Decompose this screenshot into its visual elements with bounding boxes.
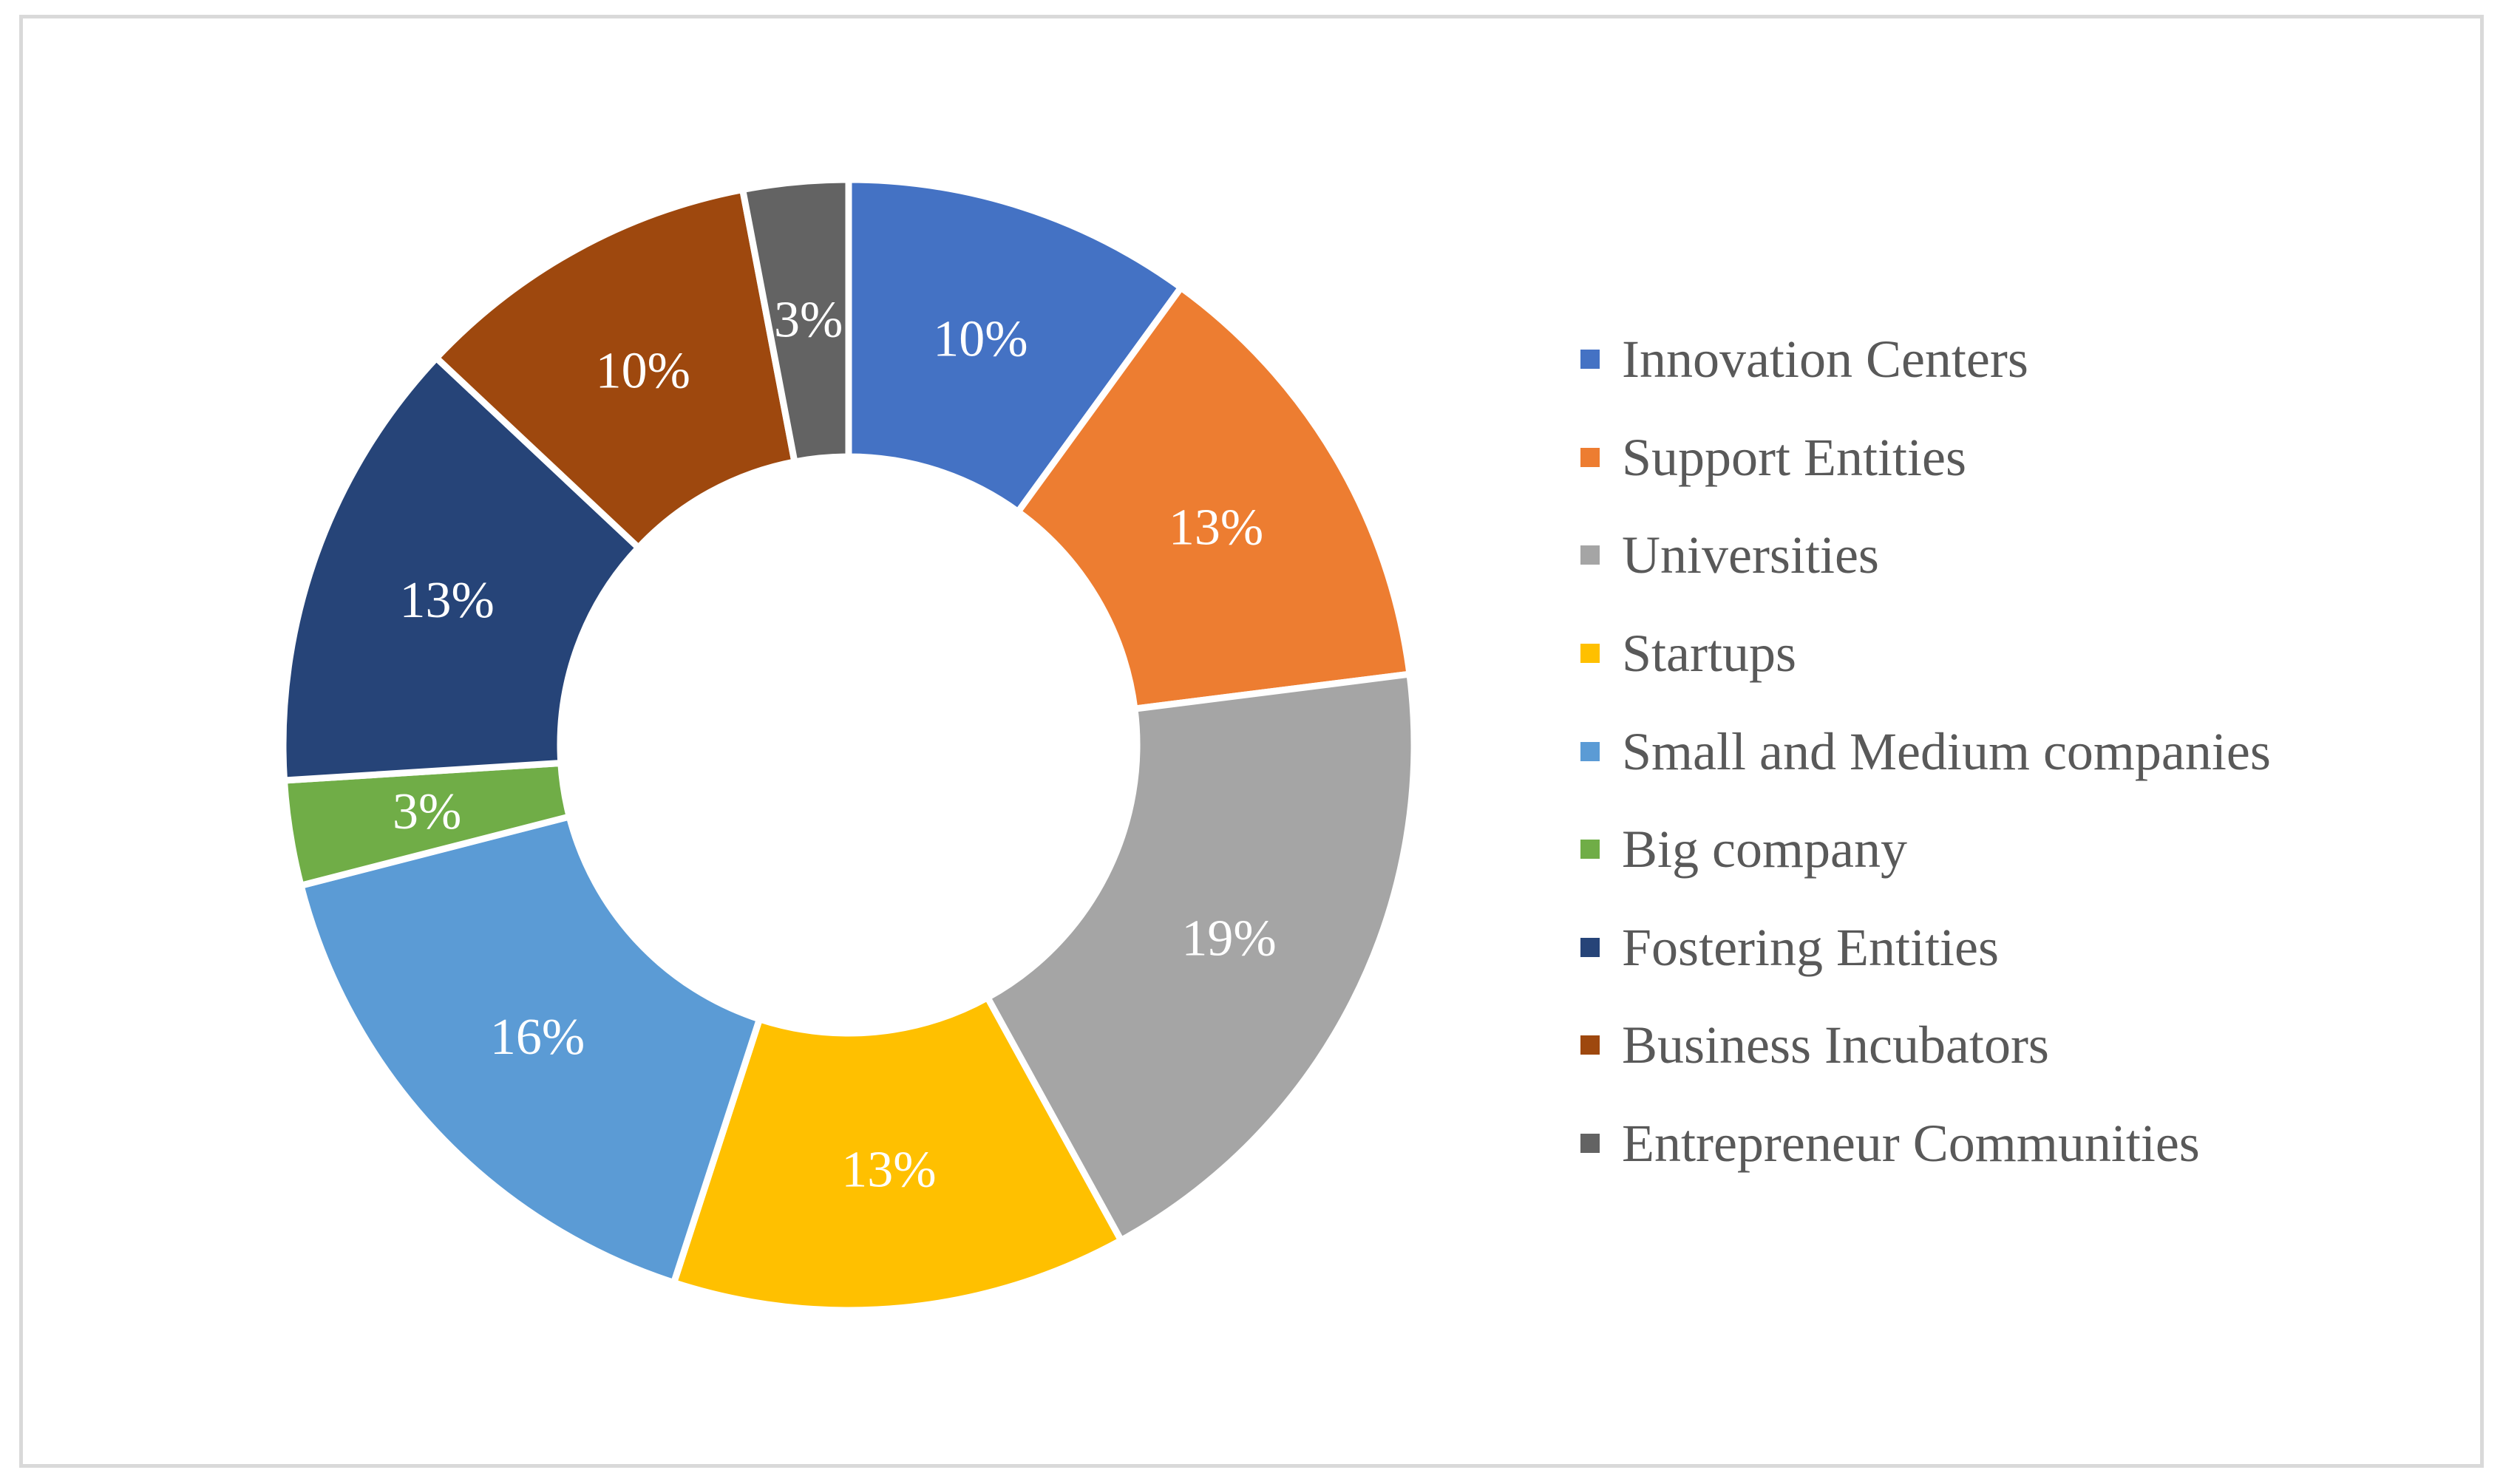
legend-item-business-incubators: Business Incubators <box>1580 996 2468 1095</box>
legend-label: Innovation Centers <box>1622 330 2028 389</box>
data-label-small-and-medium-companies: 16% <box>490 1009 585 1066</box>
data-label-business-incubators: 10% <box>596 342 690 399</box>
slice-support-entities <box>1014 284 1413 712</box>
legend-swatch-icon <box>1580 545 1600 565</box>
data-label-universities: 19% <box>1181 911 1276 967</box>
slice-universities <box>984 670 1418 1244</box>
legend-swatch-icon <box>1580 840 1600 860</box>
data-label-support-entities: 13% <box>1169 500 1263 556</box>
donut-slice-labels: 10% 13% 19% 13% 16% 3% 13% 10% 3% <box>393 292 1277 1199</box>
legend-swatch-icon <box>1580 644 1600 664</box>
legend-swatch-icon <box>1580 741 1600 761</box>
slice-startups <box>670 994 1125 1314</box>
slice-entrepreneur-communities <box>739 176 852 466</box>
data-label-startups: 13% <box>841 1141 936 1198</box>
legend-item-universities: Universities <box>1580 506 2468 605</box>
slice-small-and-medium-companies <box>297 813 763 1287</box>
legend-label: Big company <box>1622 820 1907 879</box>
legend-label: Universities <box>1622 525 1879 585</box>
legend-item-big-company: Big company <box>1580 800 2468 899</box>
data-label-innovation-centers: 10% <box>933 310 1028 367</box>
legend: Innovation Centers Support Entities Univer… <box>1580 310 2468 1192</box>
slice-fostering-entities <box>279 354 642 784</box>
data-label-fostering-entities: 13% <box>399 572 494 629</box>
data-label-entrepreneur-communities: 3% <box>774 292 843 349</box>
slice-business-incubators <box>432 186 798 551</box>
legend-swatch-icon <box>1580 1035 1600 1055</box>
legend-item-support-entities: Support Entities <box>1580 409 2468 507</box>
legend-label: Small and Medium companies <box>1622 721 2271 781</box>
legend-item-small-and-medium-companies: Small and Medium companies <box>1580 702 2468 800</box>
legend-swatch-icon <box>1580 350 1600 370</box>
legend-item-entrepreneur-communities: Entrepreneur Communities <box>1580 1095 2468 1193</box>
legend-item-innovation-centers: Innovation Centers <box>1580 310 2468 409</box>
legend-label: Startups <box>1622 624 1797 684</box>
legend-label: Business Incubators <box>1622 1015 2049 1075</box>
legend-label: Fostering Entities <box>1622 917 1999 977</box>
donut-slices <box>279 176 1418 1314</box>
legend-swatch-icon <box>1580 937 1600 957</box>
legend-swatch-icon <box>1580 447 1600 467</box>
legend-item-fostering-entities: Fostering Entities <box>1580 899 2468 997</box>
slice-innovation-centers <box>845 176 1185 515</box>
data-label-big-company: 3% <box>393 783 461 840</box>
legend-swatch-icon <box>1580 1134 1600 1154</box>
legend-label: Entrepreneur Communities <box>1622 1114 2200 1174</box>
legend-item-startups: Startups <box>1580 605 2468 703</box>
legend-label: Support Entities <box>1622 427 1966 487</box>
